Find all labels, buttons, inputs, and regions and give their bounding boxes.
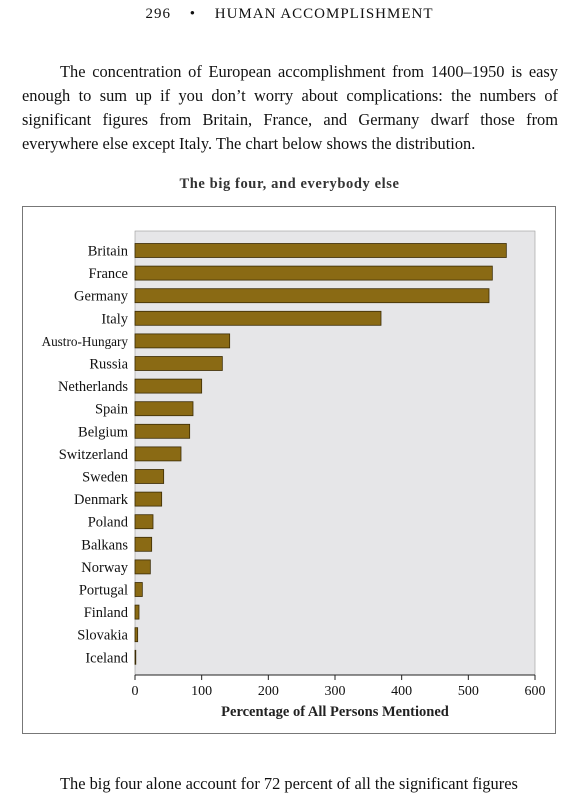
bar-russia — [134, 356, 223, 371]
closing-paragraph: The big four alone account for 72 percen… — [60, 774, 518, 793]
bar-norway — [134, 559, 151, 575]
bar-britain — [134, 243, 507, 258]
bar-portugal — [134, 582, 143, 597]
page-number: 296 — [145, 6, 171, 22]
category-label: Russia — [89, 357, 128, 373]
category-label: Norway — [81, 560, 128, 576]
x-tick-label: 0 — [132, 684, 139, 699]
category-label: Netherlands — [58, 379, 128, 395]
running-head: 296 • HUMAN ACCOMPLISHMENT — [0, 6, 579, 23]
bar-belgium — [134, 423, 191, 439]
category-label: Germany — [74, 289, 129, 305]
x-tick-label: 200 — [258, 684, 279, 699]
x-tick-label: 400 — [391, 684, 412, 699]
x-tick-label: 100 — [191, 684, 212, 699]
bar-switzerland — [134, 446, 182, 462]
x-tick-label: 500 — [458, 684, 479, 699]
category-label: Iceland — [85, 650, 128, 666]
chart-title: The big four, and everybody else — [179, 176, 400, 192]
bar-netherlands — [134, 378, 203, 394]
bar-denmark — [134, 491, 163, 507]
bar-slovakia — [134, 627, 139, 643]
bar-austro-hungary — [134, 333, 231, 349]
x-tick-label: 600 — [525, 684, 546, 699]
bar-finland — [134, 604, 140, 620]
bar-france — [134, 265, 493, 281]
x-tick-label: 300 — [325, 684, 346, 699]
chart-frame: Britain France Germany Italy Austro-Hungary R… — [22, 206, 556, 734]
category-label: Sweden — [82, 470, 129, 486]
category-label: Finland — [84, 605, 129, 621]
bar-balkans — [134, 536, 153, 552]
bar-iceland — [134, 649, 137, 665]
category-label: Denmark — [74, 492, 129, 508]
book-title: HUMAN ACCOMPLISHMENT — [214, 6, 434, 22]
category-label: Belgium — [78, 424, 129, 440]
category-label: Slovakia — [77, 628, 128, 644]
category-label: Austro-Hungary — [42, 334, 129, 349]
x-axis-title: Percentage of All Persons Mentioned — [221, 704, 449, 720]
category-label: France — [89, 266, 128, 282]
category-label: Switzerland — [59, 447, 129, 463]
bar-sweden — [134, 469, 165, 484]
category-label: Spain — [95, 402, 129, 418]
header-separator: • — [189, 6, 196, 22]
intro-paragraph: The concentration of European accomplish… — [22, 62, 558, 153]
bar-chart: Britain France Germany Italy Austro-Hungary R… — [42, 230, 546, 720]
category-label: Britain — [88, 244, 129, 260]
category-label: Poland — [88, 515, 129, 531]
category-label: Italy — [101, 311, 128, 327]
bar-italy — [134, 310, 382, 326]
bar-spain — [134, 401, 194, 417]
bar-germany — [134, 288, 490, 304]
category-label: Balkans — [81, 537, 128, 553]
plot-area — [134, 230, 536, 676]
bar-poland — [134, 514, 154, 530]
category-label: Portugal — [79, 583, 128, 599]
